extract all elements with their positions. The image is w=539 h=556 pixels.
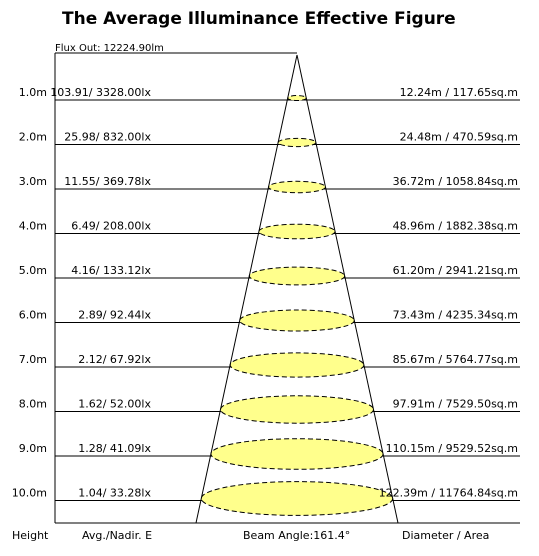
row-illuminance: 1.28/ 41.09lx bbox=[78, 442, 151, 455]
beam-spot bbox=[258, 223, 336, 240]
row-diameter-area: 97.91m / 7529.50sq.m bbox=[393, 398, 518, 411]
row-height: 5.0m bbox=[19, 264, 47, 277]
row-diameter-area: 48.96m / 1882.38sq.m bbox=[393, 220, 518, 233]
row-diameter-area: 73.43m / 4235.34sq.m bbox=[393, 309, 518, 322]
flux-out: Flux Out: 12224.90lm bbox=[55, 43, 164, 54]
row-height: 7.0m bbox=[19, 353, 47, 366]
row-height: 6.0m bbox=[19, 309, 47, 322]
row-diameter-area: 24.48m / 470.59sq.m bbox=[400, 131, 518, 144]
title: The Average Illuminance Effective Figure bbox=[62, 9, 456, 29]
beam-spot bbox=[287, 95, 307, 101]
beam-spot bbox=[277, 137, 317, 148]
beam-spot bbox=[229, 352, 365, 378]
beam-spot bbox=[200, 481, 394, 516]
row-height: 9.0m bbox=[19, 442, 47, 455]
row-illuminance: 2.89/ 92.44lx bbox=[78, 309, 151, 322]
row-illuminance: 25.98/ 832.00lx bbox=[64, 131, 151, 144]
beam-spot bbox=[219, 395, 375, 424]
cone-left bbox=[195, 54, 298, 524]
row-illuminance: 1.62/ 52.00lx bbox=[78, 398, 151, 411]
row-diameter-area: 122.39m / 11764.84sq.m bbox=[379, 487, 518, 500]
row-diameter-area: 85.67m / 5764.77sq.m bbox=[393, 353, 518, 366]
footer-illuminance: Avg./Nadir. E bbox=[82, 529, 152, 542]
row-illuminance: 2.12/ 67.92lx bbox=[78, 353, 151, 366]
beam-spot bbox=[268, 180, 326, 194]
row-diameter-area: 110.15m / 9529.52sq.m bbox=[386, 442, 518, 455]
row-height: 10.0m bbox=[12, 487, 47, 500]
row-illuminance: 11.55/ 369.78lx bbox=[64, 175, 151, 188]
row-diameter-area: 61.20m / 2941.21sq.m bbox=[393, 264, 518, 277]
footer-height: Height bbox=[12, 529, 49, 542]
row-height: 2.0m bbox=[19, 131, 47, 144]
row-height: 1.0m bbox=[19, 86, 47, 99]
row-illuminance: 103.91/ 3328.00lx bbox=[50, 86, 151, 99]
row-diameter-area: 36.72m / 1058.84sq.m bbox=[393, 175, 518, 188]
row-height: 4.0m bbox=[19, 220, 47, 233]
row-height: 3.0m bbox=[19, 175, 47, 188]
beam-spot bbox=[210, 438, 384, 470]
footer-beam-angle: Beam Angle:161.4° bbox=[243, 529, 350, 542]
row-diameter-area: 12.24m / 117.65sq.m bbox=[400, 86, 518, 99]
beam-spot bbox=[239, 309, 355, 332]
footer-diameter-area: Diameter / Area bbox=[402, 529, 489, 542]
beam-spot bbox=[248, 266, 346, 286]
cone-right bbox=[296, 54, 399, 524]
row-illuminance: 1.04/ 33.28lx bbox=[78, 487, 151, 500]
row-illuminance: 4.16/ 133.12lx bbox=[71, 264, 151, 277]
row-height: 8.0m bbox=[19, 398, 47, 411]
row-illuminance: 6.49/ 208.00lx bbox=[71, 220, 151, 233]
